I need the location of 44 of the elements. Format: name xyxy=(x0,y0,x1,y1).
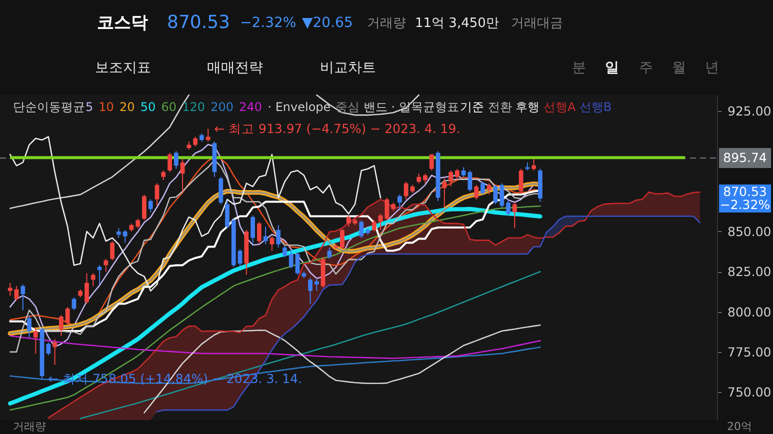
text: 870.53 xyxy=(723,184,767,200)
text: 거래대금 xyxy=(511,16,563,31)
chart-title: 코스닥 xyxy=(97,13,148,33)
text: 11억 3,450만 xyxy=(415,16,499,31)
text: 10 xyxy=(98,100,114,114)
text: 월 xyxy=(672,60,686,76)
text: 60 xyxy=(161,100,176,114)
text: 50 xyxy=(140,100,156,114)
text: 비교차트 xyxy=(320,60,376,76)
y-tick-label: 925.00 xyxy=(728,104,772,119)
text: −2.32% xyxy=(240,15,296,31)
text: 선행A xyxy=(543,100,576,114)
annotation: 거래량 xyxy=(13,420,46,433)
text: 전환 xyxy=(488,100,512,114)
text: 120 xyxy=(182,100,205,114)
text: 보조지표 xyxy=(95,60,151,76)
y-tick-label: 825.00 xyxy=(728,264,772,280)
text: 매매전략 xyxy=(207,60,263,76)
y-tick-label: 800.00 xyxy=(728,304,772,320)
text: −2.32% xyxy=(720,197,770,212)
text: 중심 xyxy=(336,100,360,114)
text: ▼20.65 xyxy=(302,15,353,31)
y-tick-label: 775.00 xyxy=(728,344,772,360)
y-tick-label: 750.00 xyxy=(728,384,772,400)
text: 기준 xyxy=(460,100,484,114)
text: 년 xyxy=(705,60,719,76)
text: 870.53 xyxy=(167,12,230,33)
y-tick-label: 850.00 xyxy=(728,224,772,239)
annotation: ← 최고 913.97 (−4.75%) − 2023. 4. 19. xyxy=(214,120,460,136)
text: 일 xyxy=(605,60,619,76)
text: 분 xyxy=(572,60,586,76)
series-label: 밴드 xyxy=(363,100,388,114)
annotation: · Envelope xyxy=(268,100,331,114)
text: 거래량 xyxy=(367,16,406,31)
text: 5 xyxy=(85,100,94,114)
text: 후행 xyxy=(516,100,540,114)
ref-line-label: 895.74 xyxy=(723,150,767,166)
text: 200 xyxy=(210,100,234,114)
text: 주 xyxy=(639,60,653,76)
text: 240 xyxy=(239,100,262,114)
text: 20 xyxy=(120,100,135,114)
annotation: 단순이동평균 xyxy=(13,100,85,114)
text: 20억 xyxy=(727,420,752,433)
text: 선행B xyxy=(579,100,612,114)
